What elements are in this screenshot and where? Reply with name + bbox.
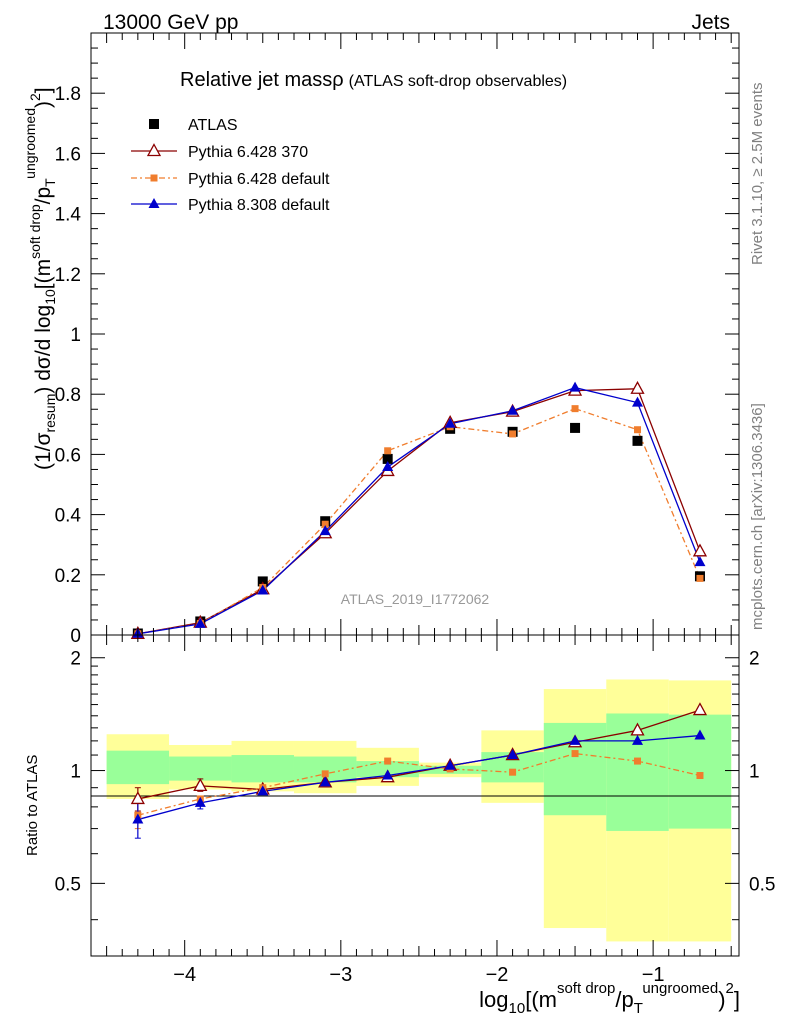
legend-marker-atlas — [149, 119, 159, 129]
ratio-panel: 0.5 0.5 1 1 2 2 Ratio to ATLAS — [24, 634, 775, 957]
ratio-point-py8_default — [632, 734, 644, 745]
legend: ATLAS Pythia 6.428 370 Pythia 6.428 defaul… — [131, 117, 330, 214]
main-point-py8_default — [382, 461, 394, 472]
ratio-y-tick-label: 2 — [70, 649, 81, 670]
ratio-point-py8_default — [444, 759, 456, 770]
ratio-point-py6_default — [384, 757, 392, 765]
ratio-point-py8_default — [694, 729, 706, 740]
main-y-tick-label: 0.6 — [55, 445, 81, 466]
main-y-tick-label: 1.6 — [55, 144, 81, 165]
main-y-tick-label: 0 — [70, 626, 81, 647]
main-point-py8_default — [319, 525, 331, 536]
ratio-y-tick-label-right: 0.5 — [749, 874, 775, 895]
ratio-line-py6_default — [137, 752, 701, 816]
main-point-py8_default — [507, 404, 519, 415]
main-ylabel: (1/σresum) dσ/d log10[(msoft drop/pTungr… — [22, 87, 58, 470]
ratio-line-py8_default — [137, 734, 701, 821]
legend-label-py8_default: Pythia 8.308 default — [188, 197, 330, 214]
header-left-label: 13000 GeV pp — [103, 11, 238, 34]
main-point-atlas — [382, 453, 393, 464]
ratio-point-py6_default — [509, 768, 517, 776]
legend-marker-py8_default — [148, 198, 160, 208]
chart-title-main: Relative jet massρ — [180, 69, 344, 91]
main-y-tick-label: 0.8 — [55, 385, 81, 406]
legend-marker-py6_370 — [146, 143, 162, 157]
ratio-band-inner — [106, 750, 170, 785]
main-y-tick-label: 1 — [70, 325, 81, 346]
legend-marker-py6_default — [150, 174, 158, 182]
main-point-py6_default — [509, 430, 517, 438]
ratio-point-py8_default — [257, 785, 269, 796]
main-y-tick-label: 1.2 — [55, 265, 81, 286]
ratio-y-tick-label: 1 — [70, 762, 81, 783]
main-point-py6_default — [384, 447, 392, 455]
ratio-point-py8_default — [569, 734, 581, 745]
main-point-py6_370 — [630, 380, 645, 394]
main-y-tick-label: 0.2 — [55, 566, 81, 587]
ratio-point-py6_370 — [630, 722, 645, 736]
main-point-py8_default — [694, 556, 706, 567]
x-tick-label: −1 — [642, 964, 665, 986]
ratio-point-py8_default — [382, 769, 394, 780]
ratio-point-py8_default — [507, 749, 519, 760]
ratio-point-py6_370 — [130, 791, 145, 805]
ratio-y-tick-label: 0.5 — [55, 874, 81, 895]
ratio-y-tick-label-right: 1 — [749, 762, 760, 783]
main-point-py8_default — [257, 584, 269, 595]
main-point-py8_default — [444, 417, 456, 428]
main-y-tick-label: 1.8 — [55, 84, 81, 105]
ratio-point-py6_default — [321, 770, 329, 778]
chart-title: Relative jet massρ (ATLAS soft-drop obser… — [180, 69, 567, 91]
legend-label-py6_370: Pythia 6.428 370 — [188, 144, 308, 161]
analysis-id-label: ATLAS_2019_I1772062 — [341, 591, 490, 607]
main-point-atlas — [632, 435, 643, 446]
main-line-py8_default — [137, 386, 701, 635]
chart-title-sub: (ATLAS soft-drop observables) — [349, 73, 567, 90]
main-y-tick-label: 0.4 — [55, 506, 82, 527]
rivet-version-label: Rivet 3.1.10, ≥ 2.5M events — [749, 83, 766, 266]
x-axis-label: log10[(msoft drop/pTungroomed)2] — [479, 980, 740, 1017]
ratio-ylabel: Ratio to ATLAS — [24, 755, 41, 856]
ratio-point-py6_370 — [692, 702, 708, 716]
main-point-atlas — [570, 422, 581, 433]
main-point-py8_default — [569, 381, 581, 392]
ratio-line-py6_370 — [137, 709, 701, 800]
ratio-point-py6_default — [634, 757, 642, 765]
ratio-point-py6_370 — [193, 778, 208, 792]
main-point-py6_default — [634, 426, 642, 434]
main-line-py6_default — [137, 407, 701, 635]
legend-label-atlas: ATLAS — [188, 117, 238, 134]
main-panel: 0 0.2 0.4 0.6 0.8 1 1.2 1.4 1.6 1.8 Relative jet … — [22, 32, 740, 647]
ratio-point-py8_default — [319, 776, 331, 787]
header-right-label: Jets — [691, 11, 730, 34]
main-point-py6_370 — [692, 543, 708, 557]
x-tick-label: −4 — [173, 964, 196, 986]
ratio-point-py8_default — [194, 796, 206, 807]
main-point-py6_default — [696, 574, 704, 582]
source-label: mcplots.cern.ch [arXiv:1306.3436] — [749, 403, 766, 630]
ratio-point-py6_default — [571, 750, 579, 758]
ratio-panel-frame — [90, 634, 740, 957]
x-tick-label: −3 — [329, 964, 352, 986]
ratio-band-inner — [169, 756, 232, 781]
legend-label-py6_default: Pythia 6.428 default — [188, 171, 330, 188]
ratio-y-tick-label-right: 2 — [749, 649, 760, 670]
ratio-point-py6_default — [696, 772, 704, 780]
main-y-tick-label: 1.4 — [55, 205, 82, 226]
x-tick-label: −2 — [486, 964, 509, 986]
svg-text:log10[(msoft drop/pTungroomed): log10[(msoft drop/pTungroomed)2] — [479, 980, 740, 1017]
svg-text:(1/σresum) dσ/d log10[(msoft d: (1/σresum) dσ/d log10[(msoft drop/pTungr… — [22, 87, 58, 470]
ratio-point-py8_default — [132, 813, 144, 824]
main-point-py8_default — [194, 617, 206, 628]
main-point-py6_default — [571, 405, 579, 413]
main-point-py6_default — [321, 520, 329, 528]
ratio-band-inner — [231, 755, 294, 783]
main-point-py8_default — [632, 396, 644, 407]
